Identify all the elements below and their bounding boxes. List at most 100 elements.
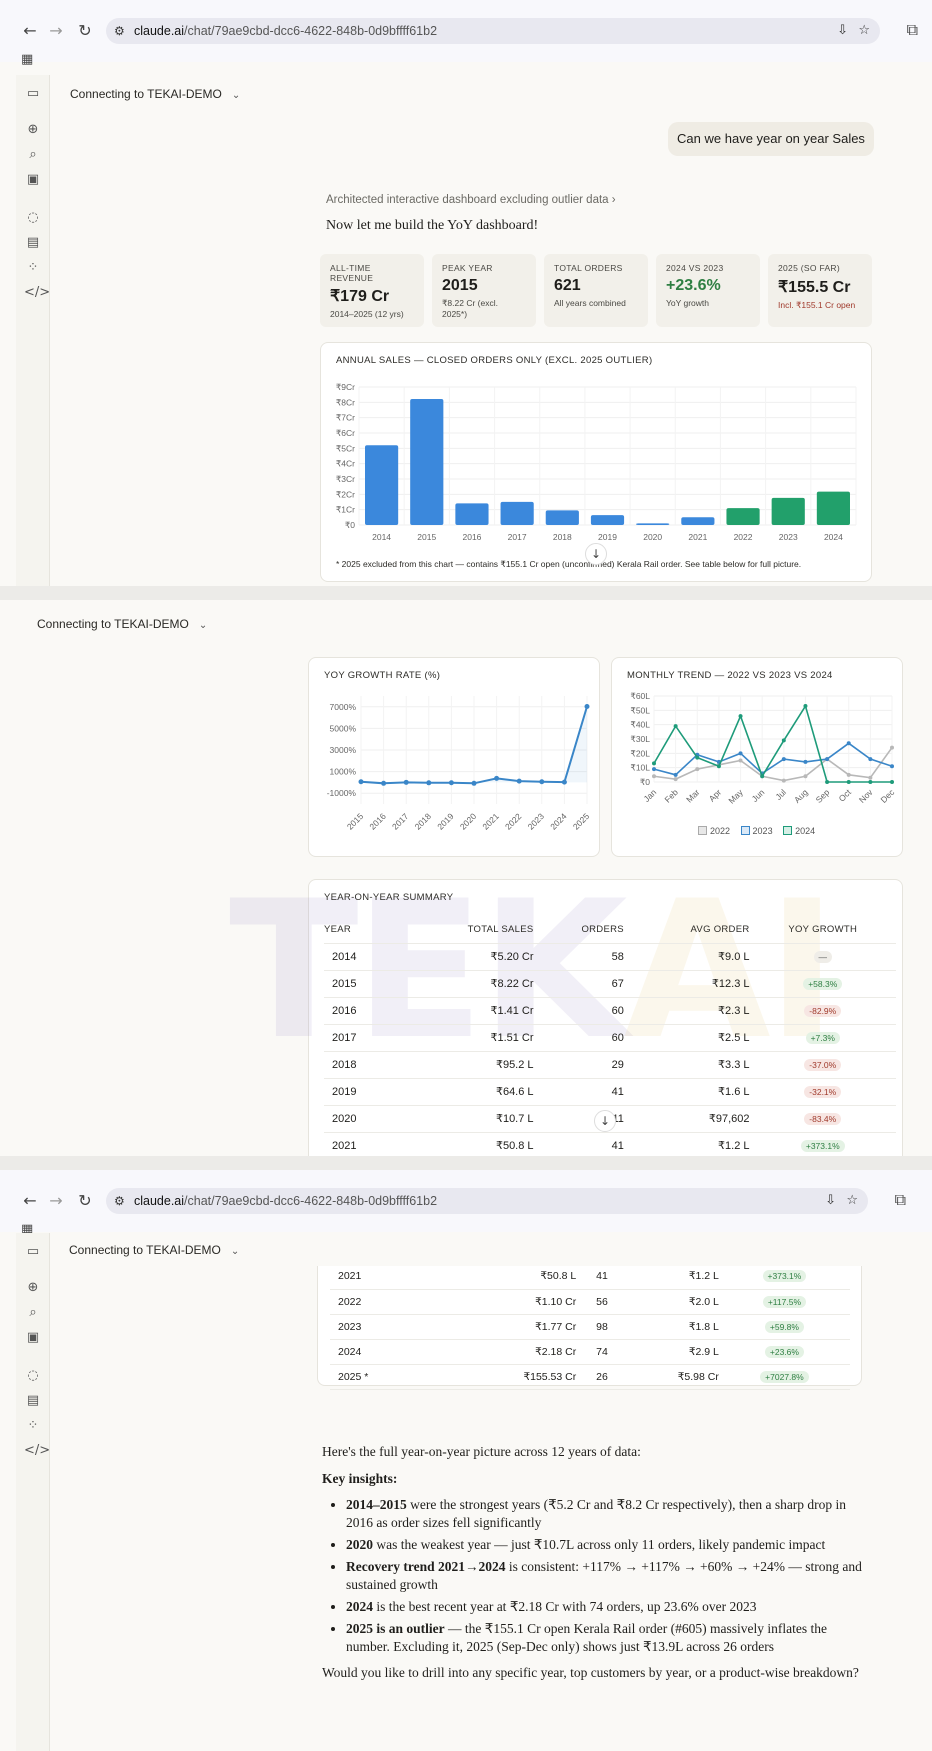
table-cell: 2025 * [330,1364,434,1390]
chats-icon[interactable]: ◌ [27,210,39,225]
search-icon[interactable]: ⌕ [29,147,37,162]
x-tick-label: May [726,787,745,806]
bookmark-star-icon[interactable]: ☆ [846,1193,858,1208]
bar-2015 [410,398,444,525]
y-tick-label: ₹1Cr [336,505,355,515]
sidebar-toggle-icon[interactable]: ▭ [26,1244,40,1259]
code-icon[interactable]: </> [24,285,51,300]
x-tick-label: 2015 [417,532,436,542]
point-2022-Feb [673,777,678,782]
address-bar[interactable]: ⚙ claude.ai/chat/79ae9cbd-dcc6-4622-848b… [106,1188,868,1214]
extensions-icon[interactable]: ⧉ [894,1190,906,1209]
growth-point-2021 [494,775,500,781]
address-bar[interactable]: ⚙ claude.ai/chat/79ae9cbd-dcc6-4622-848b… [106,18,880,44]
y-tick-label: ₹20L [630,748,650,758]
scroll-down-button[interactable]: ↓ [594,1110,616,1132]
artifacts-icon[interactable]: ⁘ [27,260,39,275]
reload-icon[interactable]: ↻ [78,1191,92,1210]
forward-icon[interactable]: → [49,1191,63,1210]
briefcase-icon[interactable]: ▣ [26,172,40,187]
x-tick-label: 2021 [480,811,501,832]
url-domain: claude.ai [134,24,185,38]
x-tick-label: Jan [641,787,658,804]
new-chat-icon[interactable]: ⊕ [27,122,39,137]
search-icon[interactable]: ⌕ [29,1305,37,1320]
back-icon[interactable]: ← [23,21,37,40]
growth-badge: +7.3% [805,1031,840,1044]
point-2024-Jan [652,761,656,766]
column-header: YOY GROWTH [749,916,896,944]
growth-badge: +373.1% [800,1139,845,1152]
table-cell: ₹50.8 L [433,1264,577,1290]
column-header: TOTAL SALES [393,916,534,944]
point-2024-Jun [760,774,765,779]
thinking-summary[interactable]: Architected interactive dashboard exclud… [326,194,616,206]
point-2022-Jul [781,778,786,783]
point-2023-Nov [868,757,873,762]
table-cell: ₹8.22 Cr [393,970,534,998]
y-tick-label: ₹0 [345,520,355,530]
x-tick-label: Dec [878,787,896,805]
table-cell: ₹2.0 L [607,1289,719,1315]
point-2022-May [738,758,743,763]
extensions-icon[interactable]: ⧉ [906,20,918,39]
sidebar-toggle-icon[interactable]: ▭ [26,86,40,101]
y-tick-label: 3000% [330,745,357,755]
bookmark-star-icon[interactable]: ☆ [858,23,870,38]
forward-icon[interactable]: → [49,21,63,40]
reload-icon[interactable]: ↻ [78,21,92,40]
scroll-down-button[interactable]: ↓ [585,543,607,565]
briefcase-icon[interactable]: ▣ [26,1330,40,1345]
x-tick-label: 2018 [413,811,434,832]
install-icon[interactable]: ⇩ [825,1193,836,1208]
x-tick-label: Sep [814,787,832,805]
project-selector[interactable]: Connecting to TEKAI-DEMO ⌄ [37,604,207,644]
annual-sales-panel: ANNUAL SALES — CLOSED ORDERS ONLY (EXCL.… [320,342,872,582]
artifacts-icon[interactable]: ⁘ [27,1418,39,1433]
chats-icon[interactable]: ◌ [27,1368,39,1383]
chart-title: MONTHLY TREND — 2022 VS 2023 VS 2024 [627,670,833,681]
x-tick-label: 2025 [571,811,592,832]
assistant-response: Here's the full year-on-year picture acr… [322,1443,862,1682]
point-2024-Dec [890,780,894,784]
table-cell: 58 [533,943,624,971]
table-cell: 98 [576,1314,608,1340]
site-settings-icon[interactable]: ⚙ [114,24,125,38]
project-selector[interactable]: Connecting to TEKAI-DEMO ⌄ [70,74,240,114]
table-cell: 60 [533,997,624,1025]
code-icon[interactable]: </> [24,1443,51,1458]
project-selector[interactable]: Connecting to TEKAI-DEMO ⌄ [69,1230,239,1270]
bar-2024 [816,491,850,525]
growth-badge: -37.0% [804,1058,842,1071]
table-cell: ₹5.20 Cr [393,943,534,971]
insight-emphasis: 2020 [346,1537,373,1552]
x-tick-label: Aug [792,787,810,805]
table-row: 2022 ₹1.10 Cr 56 ₹2.0 L +117.5% [330,1289,850,1315]
kpi-label: 2024 VS 2023 [666,263,724,273]
table-cell: — [749,943,896,971]
left-sidebar: ▭ ⊕ ⌕ ▣ ◌ ▤ ⁘ </> [16,1233,50,1751]
apps-grid-icon[interactable]: ▦ [21,52,34,67]
projects-icon[interactable]: ▤ [26,1393,40,1408]
legend-label: 2024 [795,826,816,836]
install-icon[interactable]: ⇩ [837,23,848,38]
kpi-label: 2025 (SO FAR) [778,263,841,273]
kpi-card-2025: 2025 (SO FAR) ₹155.5 Cr Incl. ₹155.1 Cr … [768,254,872,327]
projects-icon[interactable]: ▤ [26,235,40,250]
table-cell: ₹1.2 L [607,1264,719,1290]
table-cell: +7027.8% [718,1364,850,1390]
site-settings-icon[interactable]: ⚙ [114,1194,125,1208]
chart-title: ANNUAL SALES — CLOSED ORDERS ONLY (EXCL.… [336,355,653,366]
point-2022-Mar [695,767,700,772]
assistant-lead-text: Now let me build the YoY dashboard! [326,218,539,233]
new-chat-icon[interactable]: ⊕ [27,1280,39,1295]
point-2022-Jan [652,774,656,779]
table-cell: 2017 [324,1024,394,1052]
x-tick-label: Feb [662,787,680,805]
table-header-row: YEAR TOTAL SALES ORDERS AVG ORDER YOY GROWTH [324,916,896,944]
x-tick-label: 2016 [367,811,388,832]
table-cell: 2024 [330,1339,434,1365]
back-icon[interactable]: ← [23,1191,37,1210]
column-header: ORDERS [533,916,624,944]
table-row: 2023 ₹1.77 Cr 98 ₹1.8 L +59.8% [330,1314,850,1340]
